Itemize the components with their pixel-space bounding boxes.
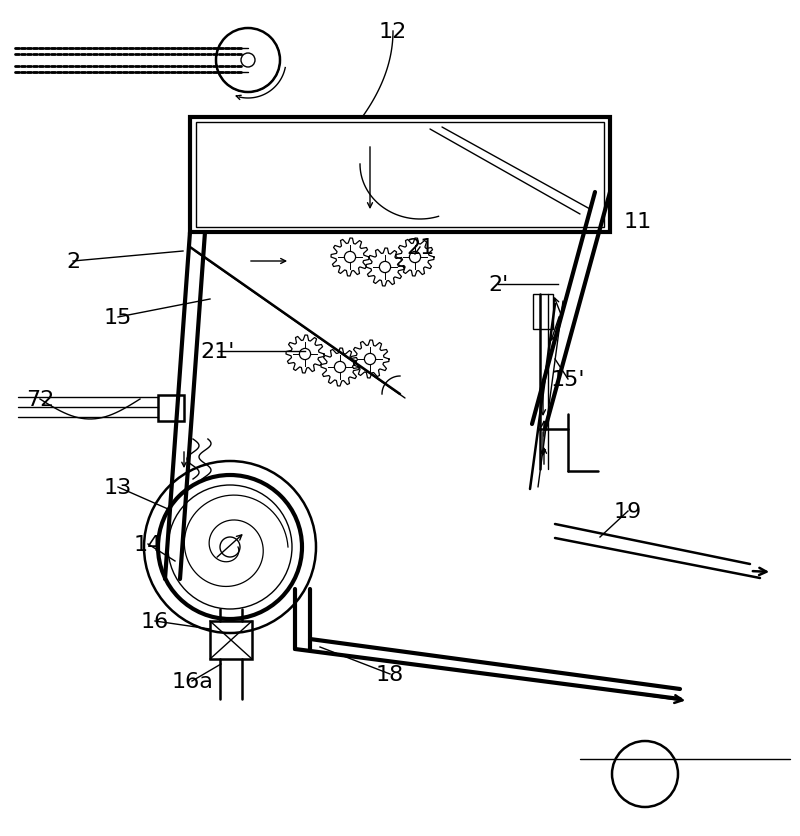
Text: 16: 16 (141, 611, 169, 631)
Text: 16a: 16a (171, 671, 213, 691)
Bar (210, 621, 252, 660)
Bar (533, 294, 553, 329)
Text: 2: 2 (66, 252, 80, 272)
Text: 2': 2' (488, 275, 508, 294)
Text: 15: 15 (104, 308, 132, 328)
Text: 15': 15' (550, 370, 586, 390)
Text: 21': 21' (201, 342, 235, 361)
Text: 18: 18 (376, 665, 404, 684)
Text: 19: 19 (614, 502, 642, 522)
Bar (158, 395, 184, 421)
Text: 12: 12 (379, 22, 407, 42)
Text: 11: 11 (624, 212, 652, 232)
Bar (190, 118, 610, 232)
Text: 14: 14 (134, 534, 162, 554)
Bar (196, 123, 604, 227)
Text: 13: 13 (104, 477, 132, 497)
Text: 72: 72 (26, 390, 54, 410)
Text: 21: 21 (406, 237, 434, 257)
